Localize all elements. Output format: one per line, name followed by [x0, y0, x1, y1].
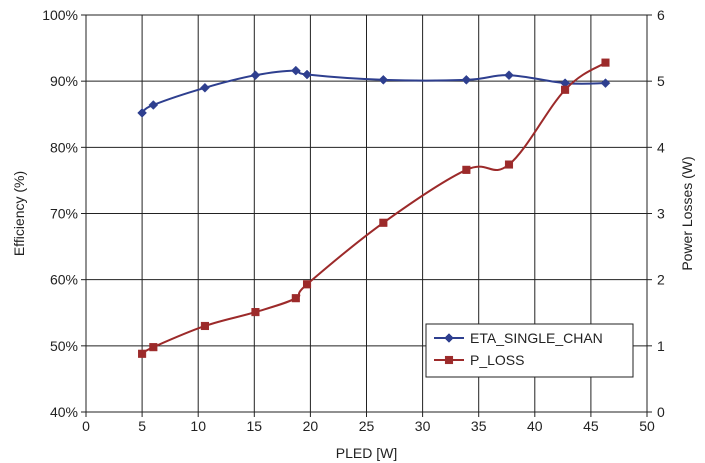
- y-tick-label: 70%: [50, 206, 78, 222]
- legend-label-p-loss: P_LOSS: [470, 352, 524, 368]
- y-axis-label: Efficiency (%): [11, 171, 27, 256]
- series-line-eta-single-chan: [141, 69, 606, 114]
- series-line-p-loss: [141, 61, 607, 355]
- x-tick-label: 25: [359, 418, 375, 434]
- data-point-p-loss: [302, 280, 312, 289]
- data-point-eta-single-chan: [200, 82, 210, 93]
- data-point-p-loss: [379, 218, 388, 227]
- legend-marker-eta-single-chan: [444, 333, 454, 343]
- x-tick-label: 45: [583, 418, 599, 434]
- data-point-eta-single-chan: [600, 78, 611, 89]
- data-point-eta-single-chan: [378, 74, 389, 85]
- y2-tick-label: 1: [657, 338, 665, 354]
- y2-axis-label: Power Losses (W): [679, 156, 695, 270]
- x-tick-label: 5: [138, 418, 146, 434]
- data-point-p-loss: [601, 58, 610, 67]
- y-tick-label: 80%: [50, 139, 78, 155]
- y2-tick-label: 0: [657, 404, 665, 420]
- y2-tick-label: 6: [657, 7, 665, 23]
- x-tick-label: 40: [527, 418, 543, 434]
- legend-box: [425, 323, 634, 378]
- data-point-eta-single-chan: [302, 69, 312, 80]
- y-tick-label: 50%: [50, 338, 78, 354]
- y2-tick-label: 3: [657, 206, 665, 222]
- data-point-eta-single-chan: [504, 70, 514, 81]
- y2-tick-label: 5: [657, 73, 665, 89]
- series-eta-single-chan: [137, 65, 611, 118]
- data-point-p-loss: [504, 160, 514, 169]
- data-point-eta-single-chan: [250, 70, 261, 81]
- x-tick-label: 10: [190, 418, 206, 434]
- data-point-p-loss: [561, 85, 570, 94]
- x-tick-label: 50: [639, 418, 655, 434]
- y-tick-label: 40%: [50, 404, 78, 420]
- x-axis-label: PLED [W]: [336, 445, 397, 461]
- series-p-loss: [138, 58, 610, 358]
- y-tick-label: 100%: [42, 7, 78, 23]
- data-point-eta-single-chan: [290, 65, 301, 76]
- x-tick-label: 15: [247, 418, 263, 434]
- legend-marker-p-loss: [444, 355, 454, 365]
- data-point-eta-single-chan: [461, 74, 472, 85]
- series-layer: [137, 58, 611, 358]
- data-point-p-loss: [149, 343, 158, 352]
- data-point-p-loss: [138, 349, 147, 358]
- y2-tick-label: 4: [657, 139, 665, 155]
- data-point-eta-single-chan: [137, 108, 147, 118]
- data-point-p-loss: [200, 321, 209, 331]
- data-point-eta-single-chan: [148, 100, 159, 110]
- legend: ETA_SINGLE_CHAN P_LOSS: [425, 323, 634, 378]
- data-point-p-loss: [251, 308, 260, 317]
- y-tick-label: 90%: [50, 73, 78, 89]
- data-point-p-loss: [462, 165, 471, 174]
- data-point-p-loss: [291, 294, 300, 303]
- x-tick-label: 30: [415, 418, 431, 434]
- legend-label-eta-single-chan: ETA_SINGLE_CHAN: [470, 330, 603, 346]
- x-tick-label: 35: [471, 418, 487, 434]
- x-tick-label: 20: [303, 418, 319, 434]
- x-tick-label: 0: [82, 418, 90, 434]
- ticks: 0 5 10 15 20 25 30 35 40 45 5040%50%60%70%80%90%10…: [42, 7, 665, 434]
- y2-tick-label: 2: [657, 272, 665, 288]
- y-tick-label: 60%: [50, 272, 78, 288]
